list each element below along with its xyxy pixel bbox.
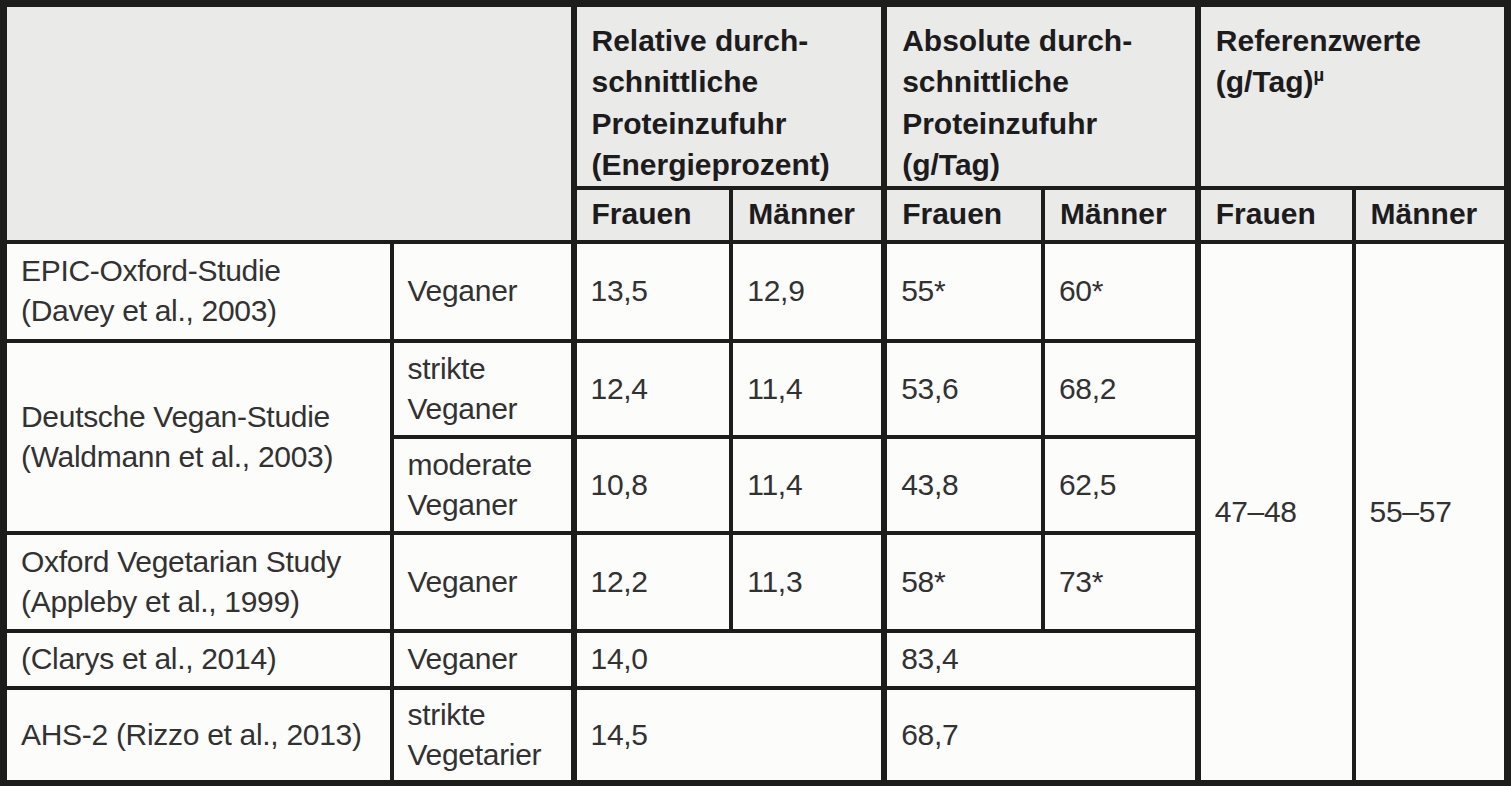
abs-maenner-value: 60* <box>1043 242 1198 341</box>
diet-group-cell: moderate Veganer <box>392 437 574 533</box>
subheader-absolute-maenner: Männer <box>1043 188 1198 242</box>
abs-frauen-value: 58* <box>884 533 1043 631</box>
abs-maenner-value: 73* <box>1043 533 1198 631</box>
diet-group-cell: Veganer <box>392 242 574 341</box>
abs-maenner-value: 68,2 <box>1043 341 1198 437</box>
header-reference-values: Referenzwerte (g/Tag)µ <box>1198 4 1508 188</box>
rel-maenner-value: 12,9 <box>731 242 884 341</box>
study-cell: Deutsche Vegan-Studie (Waldmann et al., … <box>4 341 392 533</box>
rel-maenner-value: 11,4 <box>731 437 884 533</box>
subheader-absolute-frauen: Frauen <box>884 188 1043 242</box>
rel-frauen-value: 12,4 <box>574 341 732 437</box>
reference-maenner-value: 55–57 <box>1354 242 1508 784</box>
rel-combined-value: 14,0 <box>574 631 885 688</box>
subheader-relative-maenner: Männer <box>731 188 884 242</box>
diet-group-cell: strikte Veganer <box>392 341 574 437</box>
footnote-marker-mu: µ <box>1314 64 1325 85</box>
header-absolute-protein-intake: Absolute durch- schnittliche Proteinzufu… <box>884 4 1198 188</box>
diet-group-cell: Veganer <box>392 631 574 688</box>
study-cell: EPIC-Oxford-Studie (Davey et al., 2003) <box>4 242 392 341</box>
abs-frauen-value: 53,6 <box>884 341 1043 437</box>
header-relative-protein-intake: Relative durch- schnittliche Proteinzufu… <box>574 4 885 188</box>
abs-combined-value: 83,4 <box>884 631 1198 688</box>
rel-maenner-value: 11,4 <box>731 341 884 437</box>
rel-frauen-value: 13,5 <box>574 242 732 341</box>
header-reference-values-label: Referenzwerte (g/Tag) <box>1216 24 1421 98</box>
rel-combined-value: 14,5 <box>574 688 885 784</box>
rel-maenner-value: 11,3 <box>731 533 884 631</box>
diet-group-cell: strikte Vegetarier <box>392 688 574 784</box>
table-row-epic-oxford: EPIC-Oxford-Studie (Davey et al., 2003) … <box>4 242 1508 341</box>
header-group-row: Relative durch- schnittliche Proteinzufu… <box>4 4 1508 188</box>
abs-combined-value: 68,7 <box>884 688 1198 784</box>
study-cell: Oxford Vegetarian Study (Appleby et al.,… <box>4 533 392 631</box>
abs-frauen-value: 55* <box>884 242 1043 341</box>
reference-frauen-value: 47–48 <box>1198 242 1354 784</box>
study-cell: AHS-2 (Rizzo et al., 2013) <box>4 688 392 784</box>
abs-frauen-value: 43,8 <box>884 437 1043 533</box>
study-cell: (Clarys et al., 2014) <box>4 631 392 688</box>
protein-intake-table: Relative durch- schnittliche Proteinzufu… <box>0 0 1511 786</box>
subheader-reference-frauen: Frauen <box>1198 188 1354 242</box>
diet-group-cell: Veganer <box>392 533 574 631</box>
abs-maenner-value: 62,5 <box>1043 437 1198 533</box>
subheader-relative-frauen: Frauen <box>574 188 732 242</box>
subheader-reference-maenner: Männer <box>1354 188 1508 242</box>
page: Relative durch- schnittliche Proteinzufu… <box>0 0 1511 786</box>
rel-frauen-value: 12,2 <box>574 533 732 631</box>
rel-frauen-value: 10,8 <box>574 437 732 533</box>
corner-cell-empty <box>4 4 574 242</box>
